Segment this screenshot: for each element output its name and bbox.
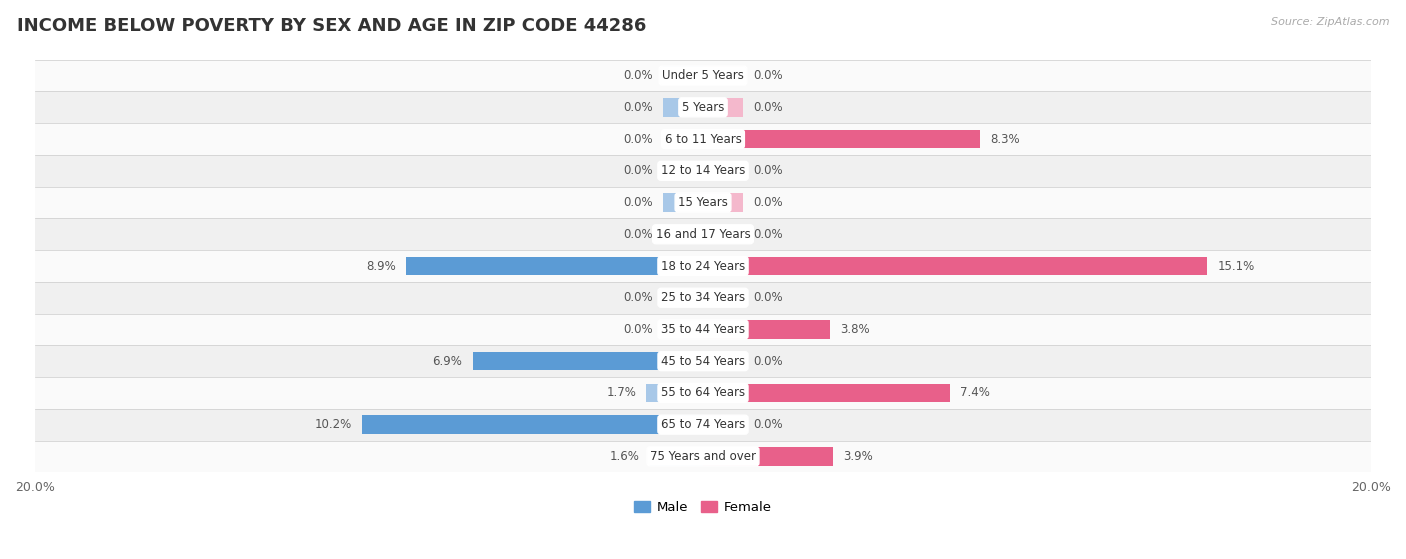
Text: 0.0%: 0.0% — [754, 355, 783, 368]
Legend: Male, Female: Male, Female — [628, 496, 778, 519]
Text: 0.0%: 0.0% — [623, 132, 652, 145]
Text: 15 Years: 15 Years — [678, 196, 728, 209]
Text: 0.0%: 0.0% — [623, 228, 652, 241]
Bar — [35, 155, 1371, 187]
Bar — [662, 225, 703, 244]
Text: 6 to 11 Years: 6 to 11 Years — [665, 132, 741, 145]
Text: 35 to 44 Years: 35 to 44 Years — [661, 323, 745, 336]
Bar — [703, 130, 980, 148]
Bar — [35, 314, 1371, 345]
Text: 0.0%: 0.0% — [623, 291, 652, 304]
Bar — [363, 415, 703, 434]
Bar — [35, 219, 1371, 250]
Text: 0.0%: 0.0% — [754, 196, 783, 209]
Bar — [35, 409, 1371, 440]
Bar — [35, 250, 1371, 282]
Text: Under 5 Years: Under 5 Years — [662, 69, 744, 82]
Text: 0.0%: 0.0% — [623, 323, 652, 336]
Text: 8.3%: 8.3% — [990, 132, 1019, 145]
Text: 1.6%: 1.6% — [610, 450, 640, 463]
Text: 25 to 34 Years: 25 to 34 Years — [661, 291, 745, 304]
Text: INCOME BELOW POVERTY BY SEX AND AGE IN ZIP CODE 44286: INCOME BELOW POVERTY BY SEX AND AGE IN Z… — [17, 17, 647, 35]
Text: 6.9%: 6.9% — [433, 355, 463, 368]
Text: 0.0%: 0.0% — [754, 69, 783, 82]
Text: 1.7%: 1.7% — [606, 386, 636, 400]
Bar — [703, 162, 744, 180]
Bar — [662, 130, 703, 148]
Bar — [662, 162, 703, 180]
Bar — [703, 288, 744, 307]
Text: 10.2%: 10.2% — [315, 418, 353, 431]
Bar — [703, 193, 744, 212]
Text: 3.8%: 3.8% — [839, 323, 869, 336]
Text: 0.0%: 0.0% — [623, 101, 652, 114]
Text: 0.0%: 0.0% — [623, 164, 652, 177]
Text: Source: ZipAtlas.com: Source: ZipAtlas.com — [1271, 17, 1389, 27]
Text: 55 to 64 Years: 55 to 64 Years — [661, 386, 745, 400]
Bar — [662, 98, 703, 116]
Text: 65 to 74 Years: 65 to 74 Years — [661, 418, 745, 431]
Text: 0.0%: 0.0% — [754, 228, 783, 241]
Text: 15.1%: 15.1% — [1218, 259, 1254, 272]
Bar — [650, 447, 703, 466]
Text: 0.0%: 0.0% — [754, 101, 783, 114]
Bar — [703, 257, 1208, 275]
Text: 18 to 24 Years: 18 to 24 Years — [661, 259, 745, 272]
Text: 0.0%: 0.0% — [754, 291, 783, 304]
Bar — [472, 352, 703, 371]
Bar — [703, 352, 744, 371]
Text: 12 to 14 Years: 12 to 14 Years — [661, 164, 745, 177]
Text: 0.0%: 0.0% — [754, 418, 783, 431]
Text: 75 Years and over: 75 Years and over — [650, 450, 756, 463]
Bar — [703, 225, 744, 244]
Bar — [703, 98, 744, 116]
Text: 3.9%: 3.9% — [844, 450, 873, 463]
Bar — [406, 257, 703, 275]
Text: 5 Years: 5 Years — [682, 101, 724, 114]
Bar — [35, 60, 1371, 92]
Bar — [703, 415, 744, 434]
Text: 0.0%: 0.0% — [754, 164, 783, 177]
Bar — [703, 447, 834, 466]
Bar — [703, 67, 744, 85]
Bar — [703, 320, 830, 339]
Bar — [662, 288, 703, 307]
Bar — [662, 67, 703, 85]
Bar — [662, 193, 703, 212]
Text: 16 and 17 Years: 16 and 17 Years — [655, 228, 751, 241]
Bar — [703, 383, 950, 402]
Bar — [35, 440, 1371, 472]
Bar — [662, 320, 703, 339]
Bar — [35, 377, 1371, 409]
Bar — [35, 345, 1371, 377]
Bar — [35, 123, 1371, 155]
Text: 8.9%: 8.9% — [366, 259, 395, 272]
Text: 45 to 54 Years: 45 to 54 Years — [661, 355, 745, 368]
Text: 0.0%: 0.0% — [623, 69, 652, 82]
Bar — [35, 282, 1371, 314]
Bar — [647, 383, 703, 402]
Text: 7.4%: 7.4% — [960, 386, 990, 400]
Bar — [35, 92, 1371, 123]
Bar — [35, 187, 1371, 219]
Text: 0.0%: 0.0% — [623, 196, 652, 209]
